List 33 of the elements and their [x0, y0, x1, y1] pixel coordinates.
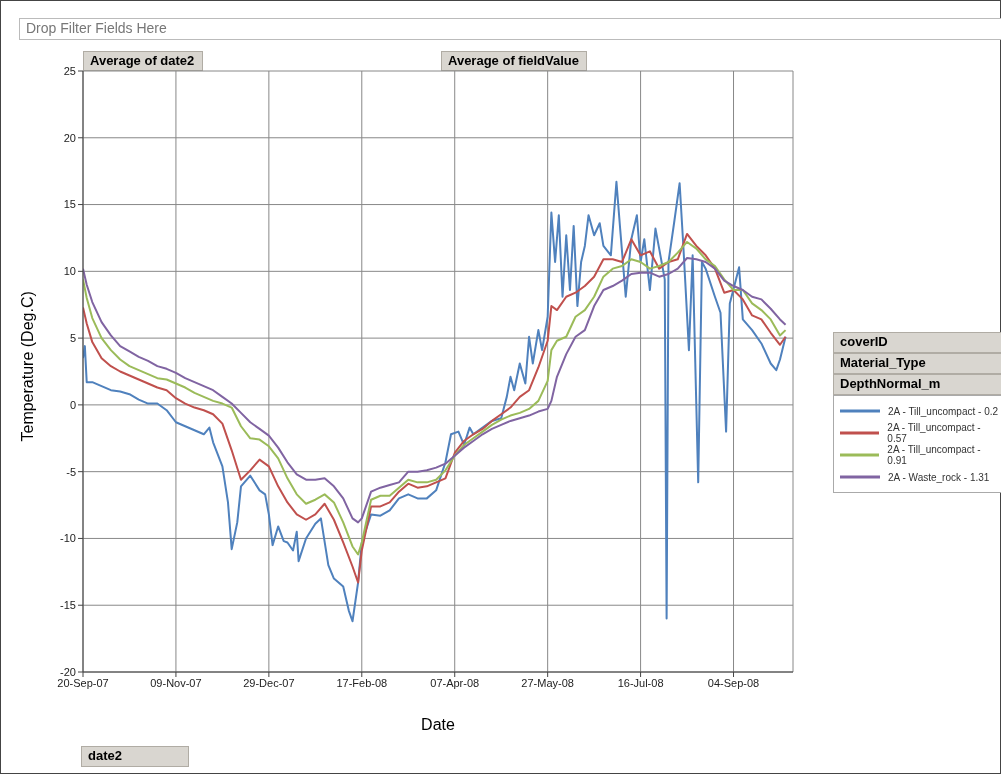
line-series: [83, 180, 787, 623]
text: Average of date2: [83, 51, 203, 71]
text: Material_Type: [833, 353, 1001, 374]
y-tick-label: 10: [63, 265, 76, 278]
y-tick-label: 15: [63, 198, 76, 211]
y-tick-label: 20: [63, 131, 76, 144]
y-tick-label: -20: [60, 665, 76, 678]
legend-label: 2A - Till_uncompact - 0.2: [888, 405, 999, 417]
text: coverID: [833, 332, 1001, 353]
y-tick-label: -15: [60, 599, 76, 612]
legend-label: 2A - Till_uncompact - 0.57: [887, 422, 982, 444]
x-tick-label: 20-Sep-07: [57, 676, 109, 689]
x-tick-label: 07-Apr-08: [430, 676, 480, 689]
x-tick-label: 04-Sep-08: [707, 676, 760, 689]
y-tick-label: 0: [69, 398, 76, 411]
legend-label: 2A - Waste_rock - 1.31: [888, 471, 990, 483]
text: Drop Filter Fields Here: [19, 18, 1001, 40]
y-tick-label: -10: [60, 532, 76, 545]
y-tick-label: -5: [66, 465, 76, 478]
x-axis-title: Date: [421, 716, 455, 733]
text: DepthNormal_m: [833, 374, 1001, 395]
y-tick-label: 5: [69, 332, 76, 345]
line-series: [83, 256, 787, 524]
text: date2: [81, 746, 189, 767]
x-tick-label: 16-Jul-08: [617, 676, 664, 689]
text: Average of fieldValue: [441, 51, 587, 71]
x-tick-label: 09-Nov-07: [150, 676, 202, 689]
x-tick-label: 17-Feb-08: [336, 676, 388, 689]
x-tick-label: 27-May-08: [521, 676, 574, 689]
y-tick-label: 25: [63, 64, 76, 77]
x-tick-label: 29-Dec-07: [243, 676, 295, 689]
legend-label: 2A - Till_uncompact - 0.91: [887, 444, 982, 466]
y-axis-title: Temperature (Deg.C): [18, 291, 36, 442]
